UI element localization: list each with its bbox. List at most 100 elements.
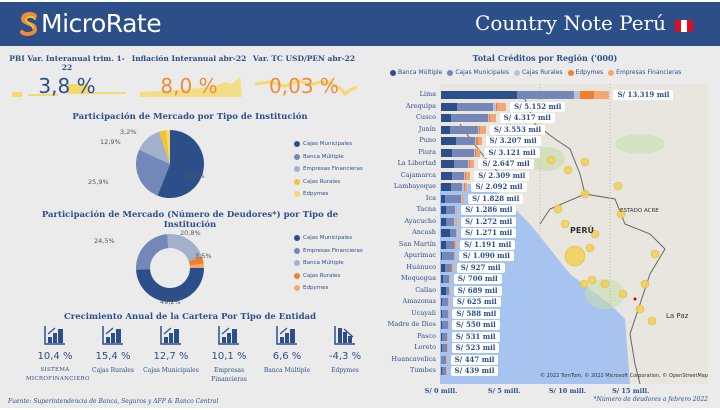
bar-segment-cajas-rurales[interactable] <box>467 160 469 168</box>
bar-segment-banca-m-ltiple[interactable] <box>441 275 443 283</box>
legend-item[interactable]: Empresas Financieras <box>294 163 363 176</box>
legend-item[interactable]: Cajas Rurales <box>513 69 563 76</box>
legend-item[interactable]: Banca Múltiple <box>294 257 363 270</box>
bar-segment-empresas-financieras[interactable] <box>456 206 458 214</box>
bar-segment-cajas-rurales[interactable] <box>492 102 496 111</box>
bar-segment-edpymes[interactable] <box>468 160 471 168</box>
legend-item[interactable]: Edpymes <box>567 69 603 76</box>
bar-segment-cajas-municipales[interactable] <box>446 206 455 214</box>
bar-segment-empresas-financieras[interactable] <box>454 252 455 260</box>
bar-segment-cajas-municipales[interactable] <box>444 194 462 203</box>
bar-segment-cajas-municipales[interactable] <box>446 240 454 249</box>
bar-segment-cajas-municipales[interactable] <box>449 125 478 134</box>
bar-segment-cajas-municipales[interactable] <box>446 217 455 226</box>
bar-segment-cajas-municipales[interactable] <box>441 344 447 352</box>
bar-segment-edpymes[interactable] <box>465 171 467 180</box>
bar-segment-edpymes[interactable] <box>478 125 481 134</box>
pie-slice-edpymes[interactable] <box>165 130 170 164</box>
bar-segment-banca-m-ltiple[interactable] <box>441 332 442 341</box>
bar-segment-banca-m-ltiple[interactable] <box>441 206 447 214</box>
bar-segment-banca-m-ltiple[interactable] <box>441 160 454 168</box>
legend-item[interactable]: Edpymes <box>294 188 363 201</box>
bar-segment-banca-m-ltiple[interactable] <box>441 321 442 329</box>
bar-segment-banca-m-ltiple[interactable] <box>441 114 452 122</box>
legend-item[interactable]: Edpymes <box>294 282 363 295</box>
legend-item[interactable]: Cajas Municipales <box>294 138 363 151</box>
bar-segment-edpymes[interactable] <box>489 114 491 122</box>
bar-segment-cajas-municipales[interactable] <box>452 171 464 180</box>
bar-segment-banca-m-ltiple[interactable] <box>441 125 450 134</box>
bar-segment-cajas-municipales[interactable] <box>442 275 449 283</box>
bar-segment-cajas-municipales[interactable] <box>442 309 448 318</box>
donut-slice-cajas-municipales[interactable] <box>136 268 204 302</box>
legend-item[interactable]: Banca Múltiple <box>294 151 363 164</box>
bar-segment-cajas-municipales[interactable] <box>456 137 476 145</box>
bar-segment-empresas-financieras[interactable] <box>466 171 471 180</box>
bar-segment-empresas-financieras[interactable] <box>465 183 468 191</box>
donut-slice-cajas-rurales[interactable] <box>188 256 204 266</box>
legend-item[interactable]: Banca Múltiple <box>390 69 442 76</box>
bar-segment-empresas-financieras[interactable] <box>594 91 610 99</box>
bar-segment-banca-m-ltiple[interactable] <box>441 240 447 249</box>
bar-segment-empresas-financieras[interactable] <box>456 229 458 237</box>
bar-segment-cajas-municipales[interactable] <box>451 114 488 122</box>
bar-segment-empresas-financieras[interactable] <box>448 298 449 306</box>
pie-slice-cajas-municipales[interactable] <box>157 130 204 198</box>
legend-item[interactable]: Cajas Municipales <box>447 69 509 76</box>
bar-segment-cajas-rurales[interactable] <box>461 194 462 203</box>
bar-segment-banca-m-ltiple[interactable] <box>441 252 443 260</box>
bar-segment-banca-m-ltiple[interactable] <box>441 286 447 295</box>
bar-segment-empresas-financieras[interactable] <box>497 102 507 111</box>
bar-segment-cajas-municipales[interactable] <box>446 286 449 295</box>
donut-slice-edpymes[interactable] <box>189 263 204 268</box>
bar-segment-cajas-municipales[interactable] <box>452 148 474 157</box>
bar-segment-banca-m-ltiple[interactable] <box>441 263 445 272</box>
bar-segment-edpymes[interactable] <box>476 137 478 145</box>
bar-segment-banca-m-ltiple[interactable] <box>441 344 442 352</box>
bar-segment-banca-m-ltiple[interactable] <box>441 183 452 191</box>
bar-segment-cajas-rurales[interactable] <box>573 91 581 99</box>
bar-segment-banca-m-ltiple[interactable] <box>441 309 443 318</box>
bar-segment-cajas-rurales[interactable] <box>477 125 479 134</box>
pie-slice-empresas-financieras[interactable] <box>139 131 170 164</box>
bar-segment-cajas-municipales[interactable] <box>441 355 446 364</box>
bar-segment-cajas-rurales[interactable] <box>473 148 476 157</box>
bar-segment-cajas-municipales[interactable] <box>516 91 574 99</box>
legend-item[interactable]: Empresas Financieras <box>294 245 363 258</box>
bar-segment-banca-m-ltiple[interactable] <box>441 217 447 226</box>
bar-segment-empresas-financieras[interactable] <box>476 148 481 157</box>
bar-segment-cajas-municipales[interactable] <box>441 321 448 329</box>
legend-item[interactable]: Cajas Municipales <box>294 232 363 245</box>
bar-segment-cajas-rurales[interactable] <box>453 240 455 249</box>
bar-segment-cajas-municipales[interactable] <box>441 332 447 341</box>
bar-segment-empresas-financieras[interactable] <box>449 286 450 295</box>
bar-segment-empresas-financieras[interactable] <box>490 114 496 122</box>
bar-segment-banca-m-ltiple[interactable] <box>441 194 445 203</box>
bar-segment-empresas-financieras[interactable] <box>454 240 457 249</box>
bar-segment-empresas-financieras[interactable] <box>480 125 486 134</box>
bar-segment-cajas-municipales[interactable] <box>442 252 454 260</box>
bar-segment-cajas-rurales[interactable] <box>487 114 490 122</box>
bar-segment-edpymes[interactable] <box>463 183 465 191</box>
bar-segment-cajas-municipales[interactable] <box>441 367 446 375</box>
bar-segment-banca-m-ltiple[interactable] <box>441 171 453 180</box>
bar-segment-cajas-rurales[interactable] <box>463 171 465 180</box>
donut-slice-banca-m-ltiple[interactable] <box>167 234 202 262</box>
bar-segment-empresas-financieras[interactable] <box>477 137 482 145</box>
bar-segment-cajas-municipales[interactable] <box>442 298 448 306</box>
bar-segment-banca-m-ltiple[interactable] <box>441 102 458 111</box>
pie-slice-cajas-rurales[interactable] <box>159 130 170 164</box>
legend-item[interactable]: Cajas Rurales <box>294 270 363 283</box>
bar-segment-edpymes[interactable] <box>475 148 477 157</box>
bar-segment-banca-m-ltiple[interactable] <box>441 367 442 375</box>
legend-item[interactable]: Cajas Rurales <box>294 176 363 189</box>
bar-segment-empresas-financieras[interactable] <box>455 217 458 226</box>
bar-segment-empresas-financieras[interactable] <box>470 160 475 168</box>
bar-segment-banca-m-ltiple[interactable] <box>441 148 453 157</box>
bar-segment-cajas-rurales[interactable] <box>462 183 464 191</box>
bar-segment-empresas-financieras[interactable] <box>462 194 465 203</box>
bar-segment-cajas-municipales[interactable] <box>449 229 456 237</box>
bar-segment-banca-m-ltiple[interactable] <box>441 298 443 306</box>
bar-segment-cajas-rurales[interactable] <box>454 206 456 214</box>
bar-segment-banca-m-ltiple[interactable] <box>441 91 517 99</box>
